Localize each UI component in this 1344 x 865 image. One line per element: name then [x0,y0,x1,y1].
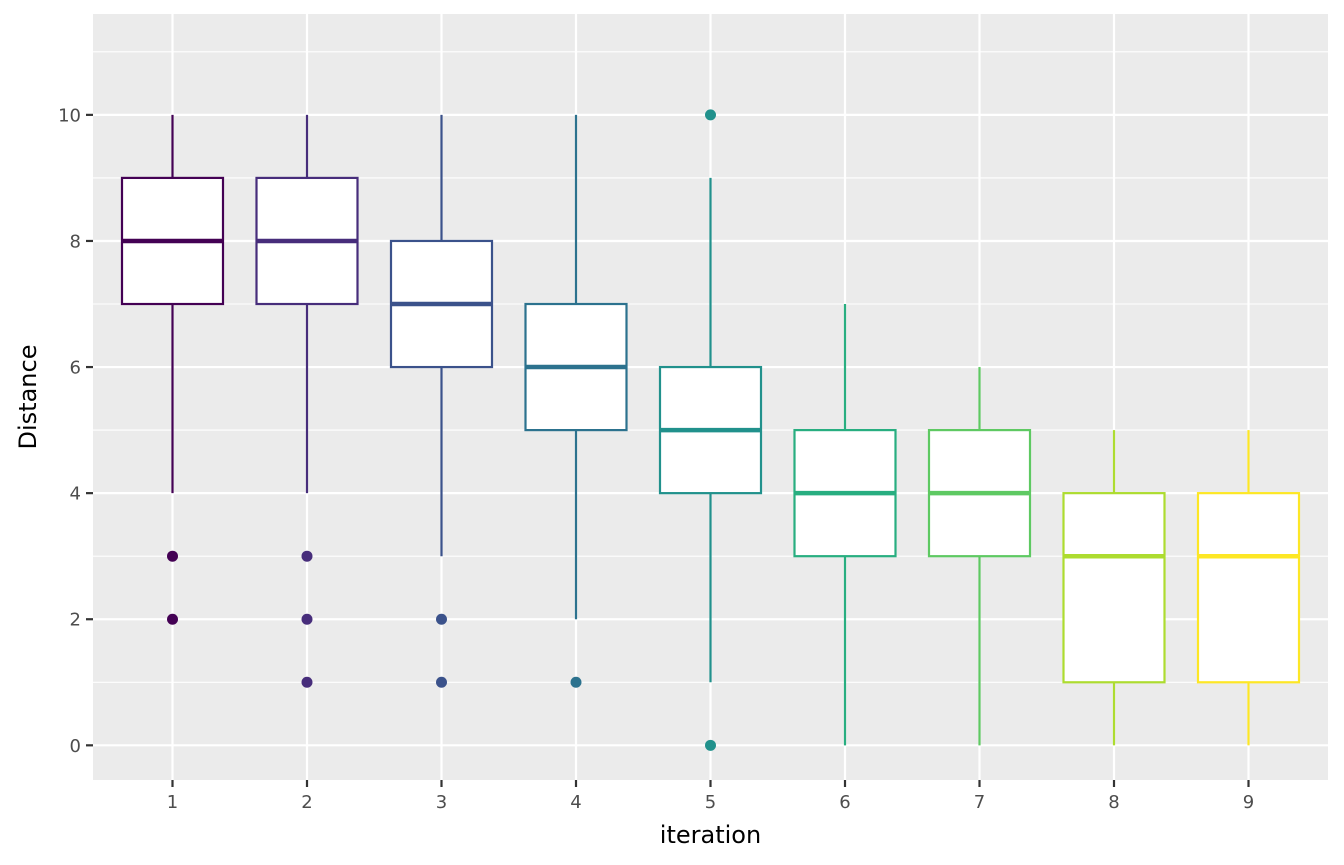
outlier-point [301,613,313,625]
box-iqr [1196,492,1301,684]
x-tick-label: 3 [436,792,447,813]
y-axis-title: Distance [14,345,42,450]
box-category-1 [120,114,225,625]
y-tick-label: 0 [70,736,81,757]
x-tick-label: 9 [1243,792,1254,813]
x-tick-label: 6 [839,792,850,813]
outlier-point [570,676,582,688]
outlier-point [436,676,447,688]
box-category-2 [255,114,359,688]
box-iqr [1062,492,1166,684]
outlier-point [705,109,716,121]
y-tick-label: 4 [70,484,81,505]
box-category-4 [524,114,628,688]
x-axis-title: iteration [660,821,761,849]
y-tick-label: 2 [70,610,81,631]
outlier-point [705,739,716,751]
x-axis: 1 2 3 4 5 6 7 8 9 [167,780,1254,813]
outlier-point [301,676,313,688]
y-axis: 0 2 4 6 8 10 [58,105,93,757]
x-tick-label: 1 [167,792,178,813]
box-category-7 [927,367,1032,746]
outlier-point [167,613,178,625]
outlier-point [301,550,313,562]
x-tick-label: 5 [705,792,716,813]
box-category-9 [1196,430,1301,746]
x-tick-label: 7 [974,792,985,813]
boxes-layer [120,109,1301,751]
y-tick-label: 6 [70,358,81,379]
box-category-5 [658,109,763,751]
box-category-3 [389,114,494,688]
box-category-6 [793,304,897,746]
x-tick-label: 8 [1108,792,1119,813]
y-tick-label: 10 [58,105,81,126]
box-category-8 [1062,430,1166,746]
outlier-point [436,613,447,625]
outlier-point [167,550,178,562]
y-tick-label: 8 [70,231,81,252]
x-tick-label: 4 [570,792,581,813]
x-tick-label: 2 [301,792,312,813]
